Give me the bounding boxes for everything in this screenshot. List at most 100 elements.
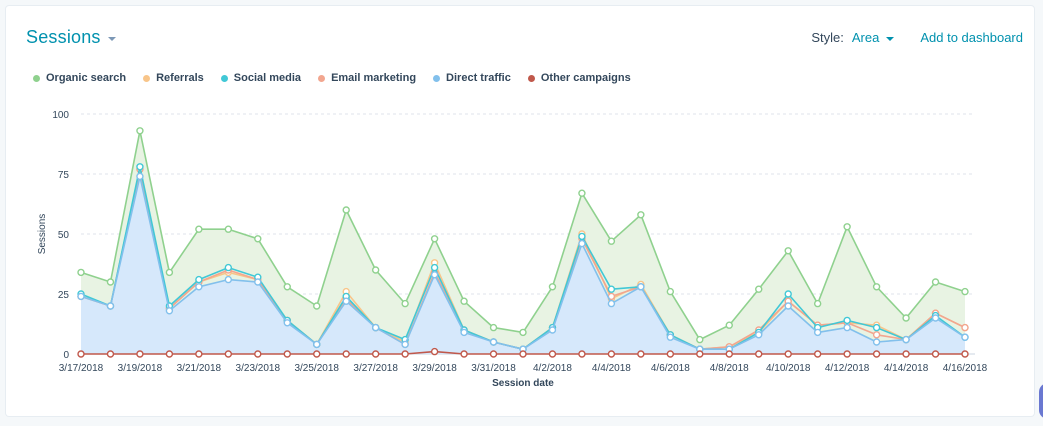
data-point: [725, 321, 733, 329]
x-tick-label: 4/12/2018: [825, 363, 870, 374]
side-panel-handle[interactable]: [1039, 383, 1043, 419]
data-point: [254, 278, 262, 286]
data-point: [195, 275, 203, 284]
x-axis-title: Session date: [492, 378, 554, 389]
x-tick-label: 3/21/2018: [177, 363, 222, 374]
legend-item[interactable]: Social media: [220, 72, 302, 84]
data-point: [578, 189, 586, 197]
x-tick-label: 3/31/2018: [471, 363, 516, 374]
data-point: [136, 127, 144, 135]
legend-marker-icon: [143, 74, 151, 82]
data-point: [755, 331, 763, 339]
data-point: [519, 350, 527, 358]
x-tick-label: 3/17/2018: [59, 363, 104, 374]
legend-item[interactable]: Email marketing: [318, 72, 416, 84]
data-point: [961, 333, 969, 341]
data-point: [430, 235, 439, 243]
data-point: [696, 335, 704, 344]
data-point: [784, 302, 792, 310]
add-to-dashboard-link[interactable]: Add to dashboard: [920, 30, 1023, 45]
style-value: Area: [851, 30, 880, 45]
data-point: [607, 237, 616, 245]
y-tick-label: 25: [58, 290, 70, 301]
legend-item[interactable]: Referrals: [143, 72, 204, 84]
data-point: [813, 299, 822, 308]
data-point: [254, 235, 262, 243]
data-point: [902, 335, 910, 344]
data-point: [548, 283, 557, 291]
legend-label: Social media: [233, 72, 302, 84]
data-point: [106, 302, 115, 310]
data-point: [755, 285, 763, 293]
data-point: [136, 172, 144, 181]
y-axis-title: Sessions: [37, 214, 48, 255]
report-title: Sessions: [26, 27, 101, 47]
data-point: [784, 247, 792, 255]
data-point: [283, 319, 291, 327]
data-point: [77, 268, 85, 277]
data-point: [165, 350, 174, 358]
legend-item[interactable]: Organic search: [33, 72, 126, 84]
style-dropdown[interactable]: Area: [851, 30, 895, 45]
data-point: [224, 225, 233, 233]
data-point: [401, 340, 409, 349]
x-tick-label: 4/8/2018: [710, 363, 749, 374]
data-point: [283, 283, 291, 291]
data-point: [813, 350, 822, 358]
data-point: [872, 331, 881, 339]
data-point: [136, 163, 144, 171]
data-point: [342, 297, 350, 305]
data-point: [872, 323, 881, 332]
data-point: [342, 350, 350, 358]
data-point: [460, 328, 468, 337]
legend-item[interactable]: Direct traffic: [433, 72, 511, 84]
data-point: [371, 266, 380, 274]
data-point: [843, 350, 851, 358]
data-point: [489, 338, 498, 346]
data-point: [430, 347, 439, 356]
chevron-down-icon: [886, 36, 895, 41]
data-point: [283, 350, 291, 358]
data-point: [784, 350, 792, 358]
x-tick-label: 4/16/2018: [943, 363, 988, 374]
data-point: [77, 292, 85, 301]
data-point: [666, 287, 675, 296]
x-tick-label: 4/10/2018: [766, 363, 811, 374]
legend-label: Organic search: [46, 72, 127, 84]
data-point: [106, 278, 115, 286]
data-point: [696, 350, 704, 358]
data-point: [106, 350, 115, 358]
data-point: [401, 299, 409, 308]
data-point: [813, 328, 822, 337]
style-label: Style:: [811, 30, 844, 45]
data-point: [313, 350, 321, 358]
data-point: [637, 350, 645, 358]
data-point: [725, 350, 733, 358]
data-point: [872, 283, 881, 291]
data-point: [430, 263, 439, 272]
legend-marker-icon: [527, 74, 535, 82]
legend-item[interactable]: Other campaigns: [527, 72, 631, 84]
report-title-dropdown[interactable]: Sessions: [26, 27, 116, 48]
data-point: [401, 350, 409, 358]
data-point: [578, 350, 586, 358]
data-point: [371, 350, 380, 358]
data-point: [224, 350, 233, 358]
y-tick-label: 50: [58, 230, 70, 241]
legend-label: Email marketing: [331, 72, 417, 84]
data-point: [489, 323, 498, 332]
data-point: [342, 206, 350, 214]
y-tick-label: 100: [52, 110, 69, 121]
data-point: [578, 232, 586, 241]
data-point: [961, 287, 969, 296]
data-point: [931, 350, 940, 358]
x-tick-label: 3/23/2018: [236, 363, 281, 374]
data-point: [460, 297, 468, 305]
legend-marker-icon: [220, 74, 228, 82]
data-point: [902, 314, 910, 322]
x-tick-label: 4/2/2018: [533, 363, 572, 374]
data-point: [165, 268, 174, 277]
series-area: [81, 130, 965, 354]
legend-label: Other campaigns: [540, 72, 631, 84]
